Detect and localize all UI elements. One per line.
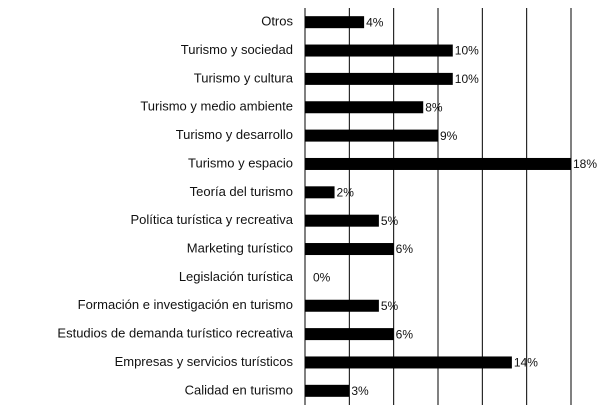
category-label: Turismo y desarrollo bbox=[176, 127, 293, 142]
category-label: Calidad en turismo bbox=[185, 382, 293, 397]
bar bbox=[305, 129, 438, 142]
value-label: 8% bbox=[425, 100, 443, 114]
value-label: 10% bbox=[455, 44, 479, 58]
category-label: Formación e investigación en turismo bbox=[78, 297, 293, 312]
value-label: 3% bbox=[351, 384, 369, 398]
bar bbox=[305, 101, 424, 114]
bar bbox=[305, 243, 394, 256]
bar bbox=[305, 157, 571, 170]
category-label: Estudios de demanda turístico recreativa bbox=[57, 326, 293, 341]
bar bbox=[305, 72, 453, 85]
bar bbox=[305, 299, 379, 312]
value-label: 18% bbox=[573, 157, 597, 171]
category-label: Turismo y cultura bbox=[194, 70, 294, 85]
category-label: Turismo y medio ambiente bbox=[140, 99, 293, 114]
bar bbox=[305, 214, 379, 227]
category-label: Política turística y recreativa bbox=[130, 212, 293, 227]
value-label: 6% bbox=[396, 242, 414, 256]
value-label: 10% bbox=[455, 72, 479, 86]
value-label: 9% bbox=[440, 129, 458, 143]
value-label: 4% bbox=[366, 15, 384, 29]
category-label: Turismo y espacio bbox=[188, 155, 293, 170]
value-label: 14% bbox=[514, 356, 538, 370]
bar bbox=[305, 44, 453, 57]
bar bbox=[305, 16, 365, 29]
category-label: Legislación turística bbox=[179, 269, 294, 284]
bar bbox=[305, 328, 394, 341]
bar bbox=[305, 384, 350, 397]
category-label: Otros bbox=[261, 14, 293, 29]
value-label: 6% bbox=[396, 327, 414, 341]
category-label: Marketing turístico bbox=[187, 240, 293, 255]
bar bbox=[305, 356, 512, 369]
value-label: 5% bbox=[381, 299, 399, 313]
category-label: Empresas y servicios turísticos bbox=[115, 354, 294, 369]
category-label: Teoría del turismo bbox=[190, 184, 293, 199]
value-label: 5% bbox=[381, 214, 399, 228]
bar bbox=[305, 186, 335, 199]
category-label: Turismo y sociedad bbox=[181, 42, 293, 57]
value-label: 2% bbox=[337, 185, 355, 199]
value-label: 0% bbox=[313, 271, 331, 285]
